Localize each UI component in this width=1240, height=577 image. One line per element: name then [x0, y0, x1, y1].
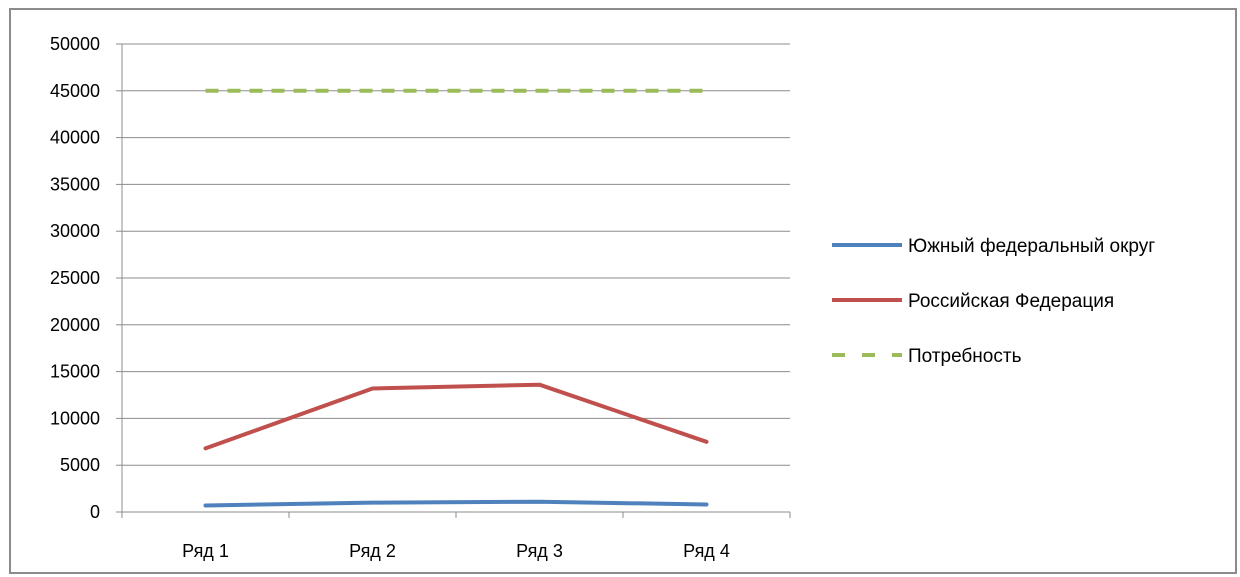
y-tick-label: 25000	[50, 268, 100, 288]
y-tick-label: 20000	[50, 315, 100, 335]
x-tick-label: Ряд 3	[516, 541, 563, 561]
y-tick-label: 35000	[50, 174, 100, 194]
y-tick-label: 15000	[50, 362, 100, 382]
y-axis: 0 5000 10000 15000 20000 25000 30000 35000 40000…	[50, 34, 123, 522]
x-tick-label: Ряд 2	[349, 541, 396, 561]
series-line-2	[203, 382, 709, 451]
x-tick-label: Ряд 1	[182, 541, 229, 561]
legend: Южный федеральный округ Российская Федера…	[832, 236, 1155, 367]
chart-frame	[9, 8, 1237, 574]
y-tick-label: 40000	[50, 128, 100, 148]
y-tick-label: 45000	[50, 81, 100, 101]
y-tick-label: 5000	[60, 455, 100, 475]
legend-label: Южный федеральный округ	[908, 236, 1155, 257]
y-tick-label: 10000	[50, 408, 100, 428]
series-lines	[203, 88, 709, 508]
legend-label: Потребность	[908, 346, 1022, 367]
series-line-1	[203, 499, 709, 508]
x-axis: Ряд 1 Ряд 2 Ряд 3 Ряд 4	[121, 511, 791, 561]
gridlines	[122, 43, 790, 466]
x-tick-label: Ряд 4	[683, 541, 730, 561]
y-tick-label: 0	[90, 502, 100, 522]
y-tick-label: 30000	[50, 221, 100, 241]
legend-label: Российская Федерация	[908, 291, 1114, 312]
y-tick-label: 50000	[50, 34, 100, 54]
